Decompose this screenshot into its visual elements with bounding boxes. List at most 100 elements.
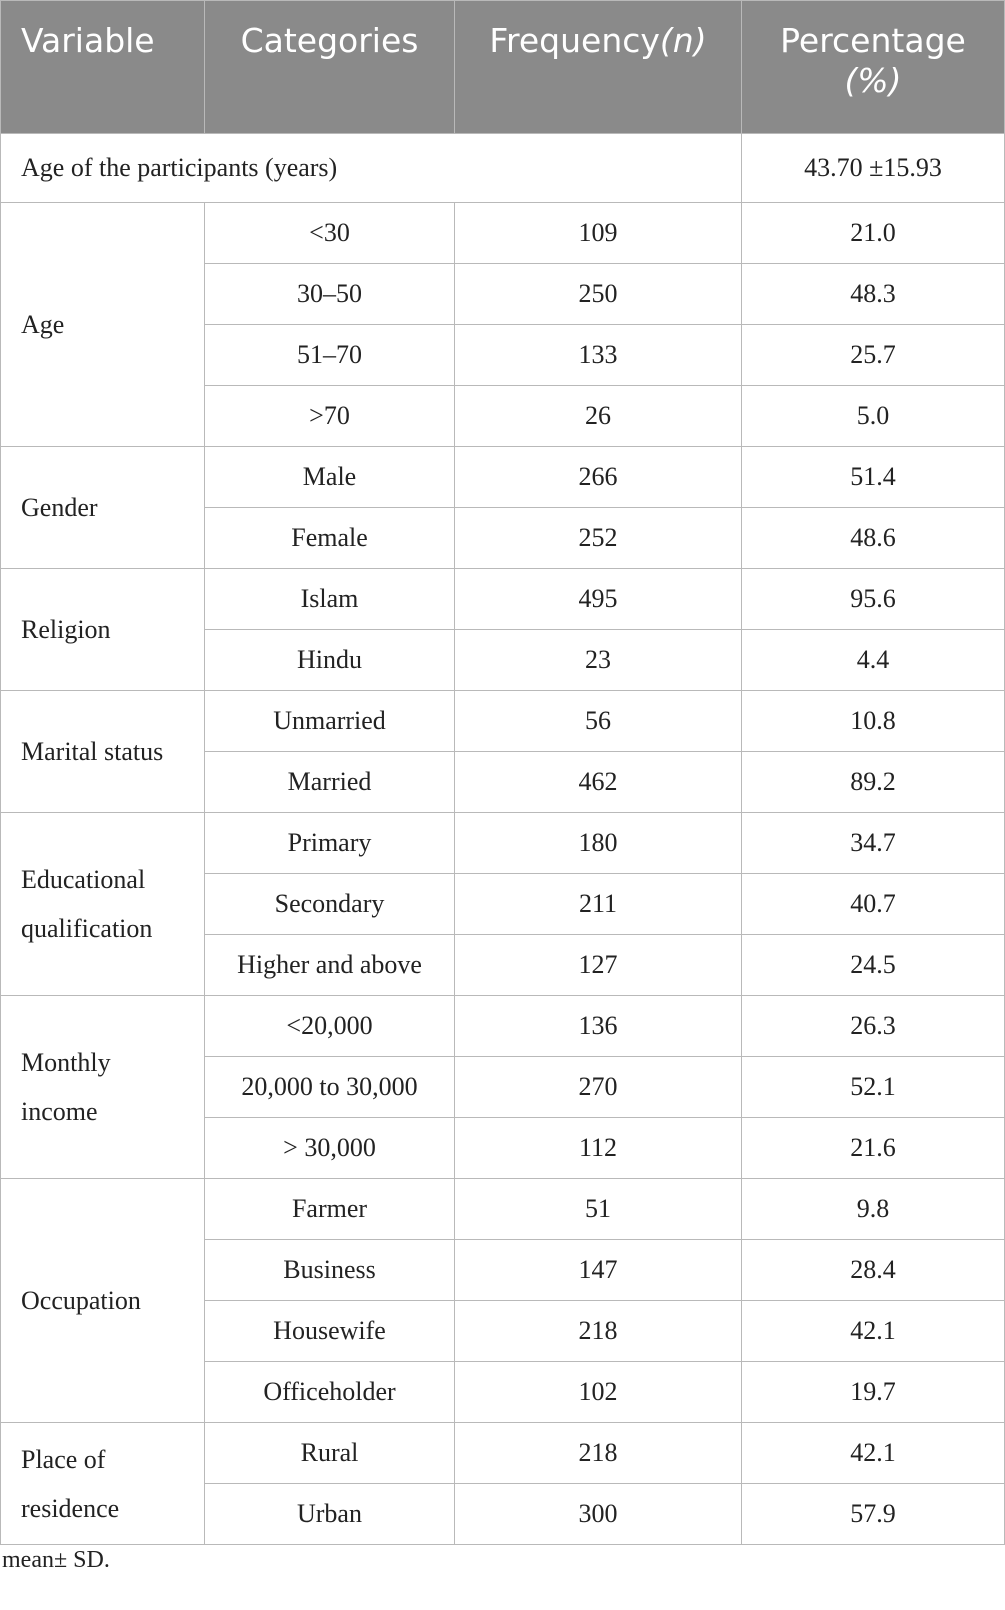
frequency-cell: 218: [454, 1300, 742, 1362]
category-cell: Business: [204, 1239, 455, 1301]
percentage-cell: 40.7: [741, 873, 1005, 935]
summary-row: Age of the participants (years) 43.70 ±1…: [0, 133, 1005, 203]
percentage-cell: 26.3: [741, 995, 1005, 1057]
table-row: Gender Male 266 51.4: [0, 446, 1005, 569]
percentage-cell: 48.6: [741, 507, 1005, 569]
percentage-cell: 42.1: [741, 1422, 1005, 1484]
category-cell: Rural: [204, 1422, 455, 1484]
variable-label: Religion: [21, 615, 111, 644]
variable-label: residence: [21, 1493, 120, 1523]
frequency-cell: 102: [454, 1361, 742, 1423]
variable-label: Educational: [21, 865, 146, 894]
header-frequency-symbol: (n): [659, 21, 707, 60]
percentage-cell: 42.1: [741, 1300, 1005, 1362]
category-cell: Primary: [204, 812, 455, 874]
table-row: Urban 300 57.9: [1, 1483, 1005, 1545]
variable-label: Occupation: [21, 1286, 141, 1315]
variable-cell: Religion: [0, 568, 205, 691]
category-cell: Secondary: [204, 873, 455, 935]
percentage-cell: 48.3: [741, 263, 1005, 325]
category-cell: Farmer: [204, 1178, 455, 1240]
category-cell: Married: [204, 751, 455, 813]
variable-label: Monthly: [21, 1048, 111, 1077]
frequency-cell: 218: [454, 1422, 742, 1484]
variable-label: Place of: [21, 1444, 106, 1474]
variable-cell: Gender: [0, 446, 205, 569]
variable-label: Marital status: [21, 737, 164, 766]
summary-label: Age of the participants (years): [0, 133, 742, 203]
percentage-cell: 25.7: [741, 324, 1005, 386]
variable-cell: Occupation: [0, 1178, 205, 1423]
percentage-cell: 51.4: [741, 446, 1005, 508]
header-frequency: Frequency(n): [454, 0, 742, 134]
table-row: Marital status Unmarried 56 10.8: [0, 690, 1005, 813]
variable-cell: Age: [0, 202, 205, 447]
table-row: Female 252 48.6: [1, 507, 1005, 569]
percentage-cell: 24.5: [741, 934, 1005, 996]
frequency-cell: 270: [454, 1056, 742, 1118]
category-cell: Urban: [204, 1483, 455, 1545]
header-categories: Categories: [204, 0, 455, 134]
percentage-cell: 4.4: [741, 629, 1005, 691]
category-cell: <20,000: [204, 995, 455, 1057]
category-cell: Unmarried: [204, 690, 455, 752]
category-cell: Housewife: [204, 1300, 455, 1362]
header-percentage-line1: Percentage: [780, 21, 966, 60]
header-variable: Variable: [0, 0, 205, 134]
variable-cell: Monthly income: [0, 995, 205, 1179]
frequency-cell: 136: [454, 995, 742, 1057]
category-cell: Female: [204, 507, 455, 569]
frequency-cell: 252: [454, 507, 742, 569]
table-row: Higher and above 127 24.5: [1, 934, 1005, 996]
percentage-cell: 52.1: [741, 1056, 1005, 1118]
frequency-cell: 180: [454, 812, 742, 874]
table-row: Married 462 89.2: [1, 751, 1005, 813]
percentage-cell: 19.7: [741, 1361, 1005, 1423]
percentage-cell: 95.6: [741, 568, 1005, 630]
frequency-cell: 250: [454, 263, 742, 325]
table-row: Educational qualification Primary 180 34.7: [0, 812, 1005, 996]
table-row: Secondary 211 40.7: [1, 873, 1005, 935]
frequency-cell: 211: [454, 873, 742, 935]
frequency-cell: 112: [454, 1117, 742, 1179]
percentage-cell: 21.6: [741, 1117, 1005, 1179]
percentage-cell: 5.0: [741, 385, 1005, 447]
frequency-cell: 133: [454, 324, 742, 386]
demographics-table: Variable Categories Frequency(n) Percent…: [0, 0, 1005, 1545]
table-row: 20,000 to 30,000 270 52.1: [1, 1056, 1005, 1118]
category-cell: >70: [204, 385, 455, 447]
frequency-cell: 266: [454, 446, 742, 508]
frequency-cell: 56: [454, 690, 742, 752]
percentage-cell: 57.9: [741, 1483, 1005, 1545]
table-row: Hindu 23 4.4: [1, 629, 1005, 691]
percentage-cell: 34.7: [741, 812, 1005, 874]
table-row: Occupation Farmer 51 9.8: [0, 1178, 1005, 1423]
variable-label: Gender: [21, 493, 98, 522]
frequency-cell: 127: [454, 934, 742, 996]
category-cell: > 30,000: [204, 1117, 455, 1179]
category-cell: 51–70: [204, 324, 455, 386]
category-cell: <30: [204, 202, 455, 264]
frequency-cell: 109: [454, 202, 742, 264]
category-cell: Higher and above: [204, 934, 455, 996]
category-cell: Islam: [204, 568, 455, 630]
frequency-cell: 51: [454, 1178, 742, 1240]
frequency-cell: 462: [454, 751, 742, 813]
table-row: Officeholder 102 19.7: [1, 1361, 1005, 1423]
variable-label: Age: [21, 310, 65, 339]
variable-label: qualification: [21, 914, 153, 943]
table-row: Business 147 28.4: [1, 1239, 1005, 1301]
variable-cell: Marital status: [0, 690, 205, 813]
frequency-cell: 26: [454, 385, 742, 447]
table-row: 30–50 250 48.3: [1, 263, 1005, 325]
table-row: Place of residence Rural 218 42.1: [0, 1422, 1005, 1545]
category-cell: 20,000 to 30,000: [204, 1056, 455, 1118]
header-frequency-text: Frequency: [489, 21, 660, 60]
header-percentage: Percentage (%): [741, 0, 1005, 134]
variable-cell: Place of residence: [0, 1422, 205, 1545]
category-cell: Hindu: [204, 629, 455, 691]
percentage-cell: 9.8: [741, 1178, 1005, 1240]
percentage-cell: 28.4: [741, 1239, 1005, 1301]
frequency-cell: 300: [454, 1483, 742, 1545]
percentage-cell: 10.8: [741, 690, 1005, 752]
